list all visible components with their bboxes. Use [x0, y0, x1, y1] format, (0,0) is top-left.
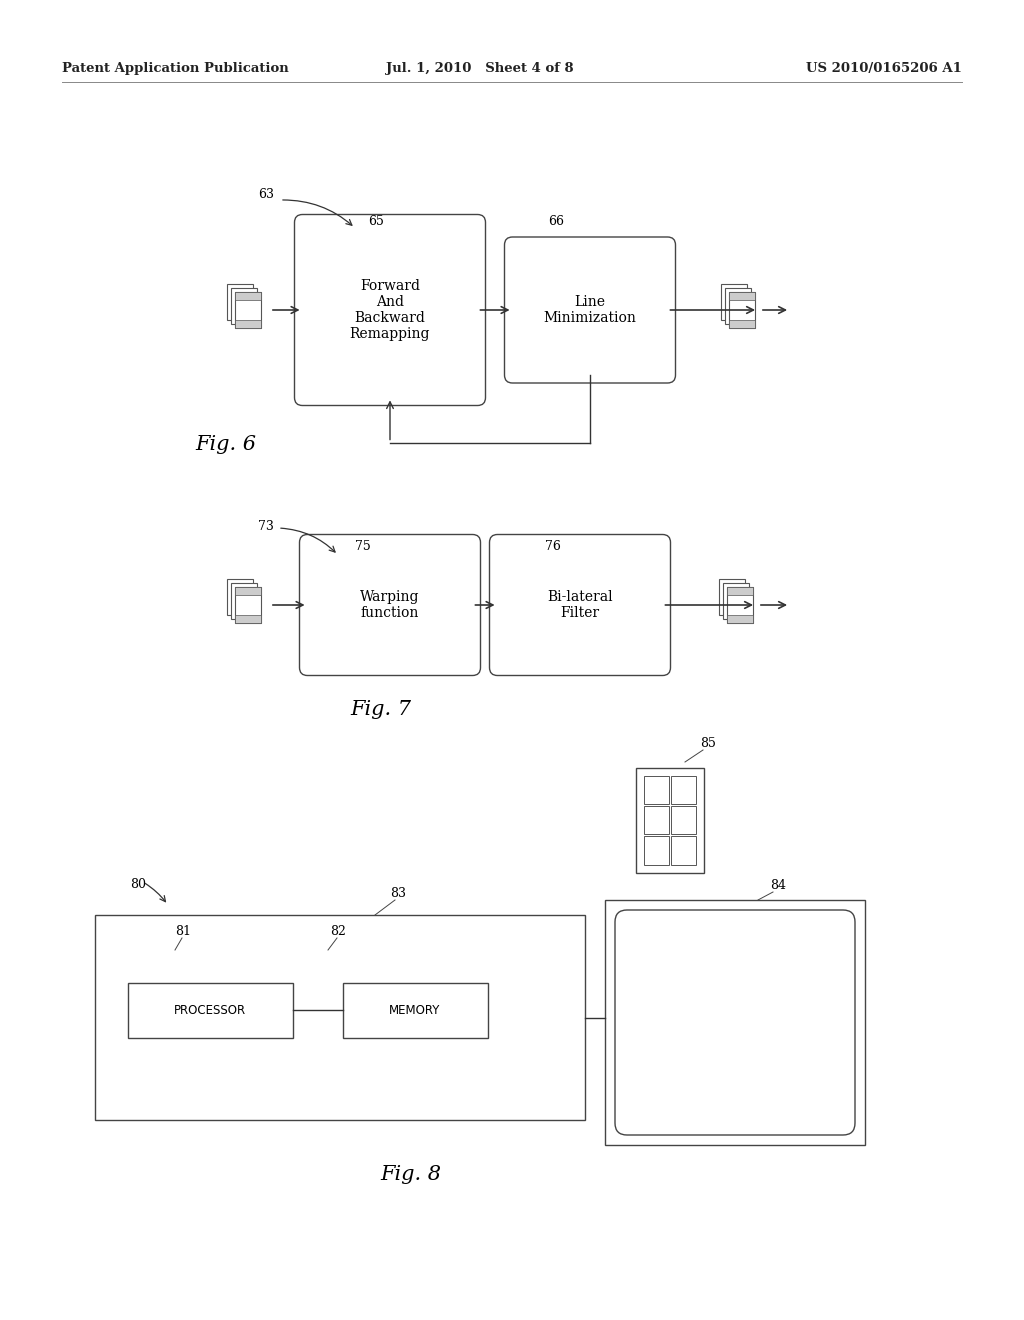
Text: Patent Application Publication: Patent Application Publication: [62, 62, 289, 75]
FancyBboxPatch shape: [299, 535, 480, 676]
Bar: [727, 587, 753, 623]
Bar: [727, 587, 753, 595]
Bar: [727, 615, 753, 623]
FancyBboxPatch shape: [295, 214, 485, 405]
Text: 66: 66: [548, 215, 564, 228]
Bar: [234, 587, 261, 623]
Text: 65: 65: [368, 215, 384, 228]
Bar: [644, 836, 669, 865]
Bar: [644, 776, 669, 804]
Bar: [729, 292, 755, 327]
Bar: [725, 288, 751, 323]
Text: Fig. 6: Fig. 6: [195, 436, 256, 454]
Bar: [234, 319, 261, 327]
Bar: [636, 767, 705, 873]
Text: Warping
function: Warping function: [360, 590, 420, 620]
FancyBboxPatch shape: [489, 535, 671, 676]
Bar: [95, 915, 585, 1119]
Bar: [721, 284, 746, 319]
Text: 83: 83: [390, 887, 406, 900]
Bar: [227, 579, 253, 615]
Text: Fig. 7: Fig. 7: [350, 700, 411, 719]
FancyBboxPatch shape: [615, 909, 855, 1135]
Text: US 2010/0165206 A1: US 2010/0165206 A1: [806, 62, 962, 75]
Text: MEMORY: MEMORY: [389, 1003, 440, 1016]
Bar: [729, 319, 755, 327]
Text: 81: 81: [175, 925, 191, 939]
Bar: [671, 776, 696, 804]
Bar: [234, 615, 261, 623]
Text: Fig. 8: Fig. 8: [380, 1166, 441, 1184]
Text: 75: 75: [355, 540, 371, 553]
Bar: [234, 292, 261, 300]
Bar: [227, 284, 253, 319]
Bar: [671, 805, 696, 834]
Text: Line
Minimization: Line Minimization: [544, 294, 637, 325]
Bar: [671, 836, 696, 865]
Bar: [234, 292, 261, 327]
Text: Jul. 1, 2010   Sheet 4 of 8: Jul. 1, 2010 Sheet 4 of 8: [386, 62, 573, 75]
Bar: [644, 805, 669, 834]
Text: 82: 82: [330, 925, 346, 939]
Bar: [231, 583, 257, 619]
Text: 80: 80: [130, 878, 146, 891]
Bar: [342, 982, 487, 1038]
Bar: [234, 587, 261, 595]
Bar: [128, 982, 293, 1038]
Text: 63: 63: [258, 187, 274, 201]
Bar: [231, 288, 257, 323]
Bar: [729, 292, 755, 300]
Text: 73: 73: [258, 520, 273, 533]
Text: 76: 76: [545, 540, 561, 553]
FancyBboxPatch shape: [505, 238, 676, 383]
Bar: [605, 900, 865, 1144]
Bar: [719, 579, 745, 615]
Bar: [723, 583, 749, 619]
Text: PROCESSOR: PROCESSOR: [174, 1003, 246, 1016]
Text: Bi-lateral
Filter: Bi-lateral Filter: [547, 590, 612, 620]
Text: 85: 85: [700, 737, 716, 750]
Text: 84: 84: [770, 879, 786, 892]
Text: Forward
And
Backward
Remapping: Forward And Backward Remapping: [350, 279, 430, 342]
